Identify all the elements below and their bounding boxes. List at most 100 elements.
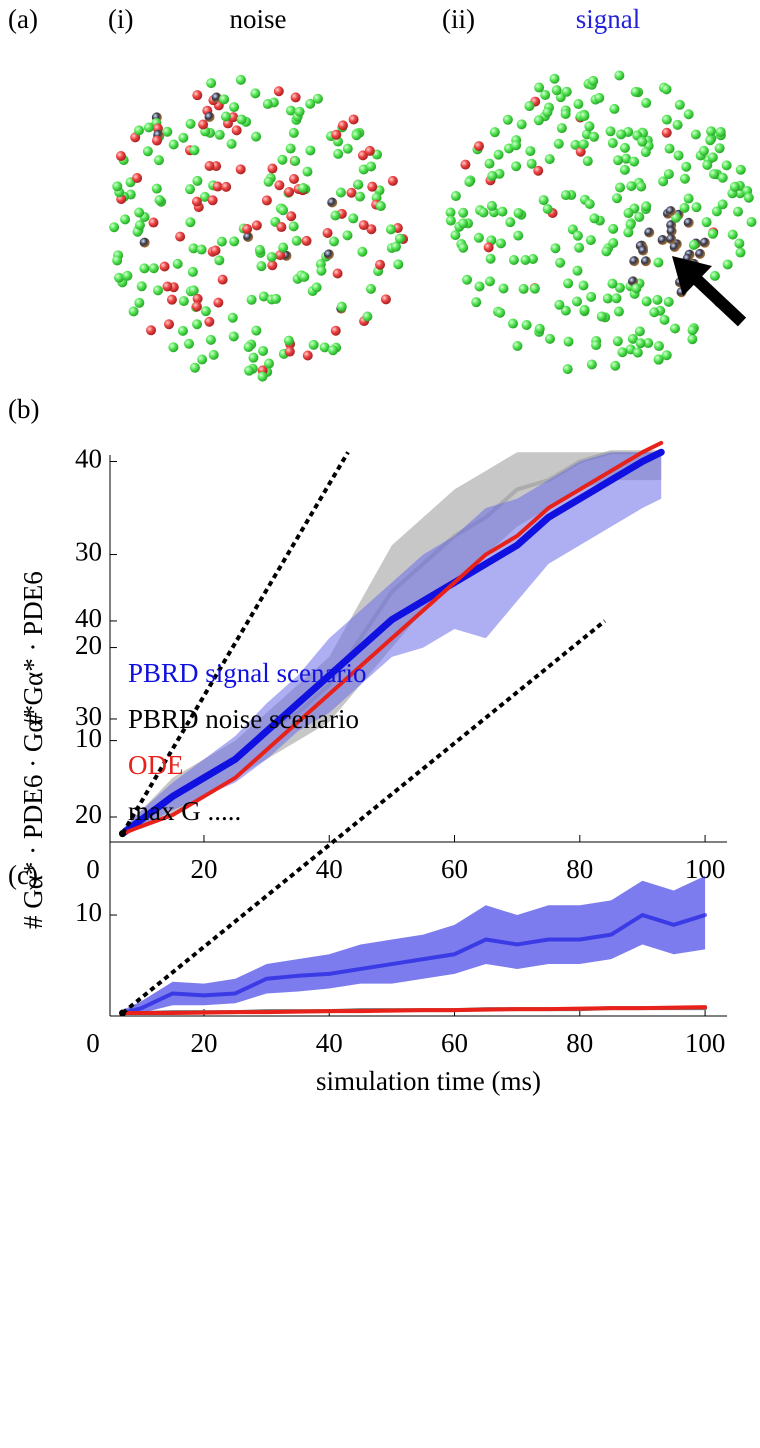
particle	[109, 222, 120, 233]
y-tick-label: 10	[75, 723, 102, 753]
particle	[152, 285, 163, 296]
particle	[663, 296, 674, 307]
particle	[242, 224, 253, 235]
particle	[709, 169, 720, 180]
particle	[332, 268, 343, 279]
particle	[348, 213, 359, 224]
particle	[627, 333, 638, 344]
particle	[148, 263, 159, 274]
particle	[274, 180, 285, 191]
particle	[561, 86, 572, 97]
particle	[735, 247, 746, 258]
particle	[263, 176, 274, 187]
particle	[236, 114, 247, 125]
particle	[661, 127, 672, 138]
particle	[366, 224, 377, 235]
particle	[346, 187, 357, 198]
particle	[616, 129, 627, 140]
particle	[464, 176, 475, 187]
particle	[134, 220, 145, 231]
particle	[524, 101, 535, 112]
particle	[204, 160, 215, 171]
particle	[609, 103, 620, 114]
particle	[626, 181, 637, 192]
particle	[333, 148, 344, 159]
particle	[168, 139, 179, 150]
chart: (c)# Gα* · PDE6 · Gα* simulation time (ms…	[8, 603, 727, 1096]
particle	[183, 338, 194, 349]
particle	[687, 325, 698, 336]
particle	[229, 102, 240, 113]
particle	[641, 201, 652, 212]
particle	[219, 94, 230, 105]
particle	[235, 164, 246, 175]
particle	[283, 335, 294, 346]
particle	[205, 334, 216, 345]
particle	[644, 227, 655, 238]
particle	[653, 354, 664, 365]
particle	[294, 106, 305, 117]
particle	[188, 285, 199, 296]
particle	[250, 88, 261, 99]
particle	[634, 326, 645, 337]
particle	[663, 169, 674, 180]
particle	[570, 139, 581, 150]
particle	[227, 312, 238, 323]
particle	[520, 254, 531, 265]
max-line	[120, 451, 350, 835]
particle	[538, 195, 549, 206]
particle	[489, 127, 500, 138]
sub-title: noise	[230, 4, 287, 34]
particle	[175, 231, 186, 242]
particle	[554, 299, 565, 310]
particle	[162, 281, 173, 292]
particle	[734, 238, 745, 249]
particle	[191, 196, 202, 207]
particle	[291, 235, 302, 246]
particle	[513, 230, 524, 241]
particle	[445, 207, 456, 218]
particle	[585, 235, 596, 246]
particle	[357, 246, 368, 257]
particle	[534, 82, 545, 93]
particle	[286, 211, 297, 222]
particle	[257, 371, 268, 382]
y-tick-label: 20	[75, 799, 102, 829]
particle	[311, 282, 322, 293]
x-tick-label: 60	[441, 854, 468, 884]
particle	[608, 223, 619, 234]
particle	[631, 283, 642, 294]
particle	[563, 278, 574, 289]
particle	[290, 155, 301, 166]
particle	[653, 257, 664, 268]
particle	[308, 339, 319, 350]
particle	[278, 242, 289, 253]
particle	[563, 336, 574, 347]
particle	[658, 176, 669, 187]
particle	[375, 201, 386, 212]
legend-entry: PBRD signal scenario	[128, 658, 366, 688]
particle	[251, 131, 262, 142]
particle	[192, 319, 203, 330]
particle	[185, 217, 196, 228]
particle	[172, 258, 183, 269]
x-tick-label: 80	[566, 854, 593, 884]
particle	[221, 181, 232, 192]
particle	[458, 207, 469, 218]
series-line	[120, 913, 708, 1016]
particle	[322, 227, 333, 238]
particle	[513, 208, 524, 219]
particle	[146, 325, 157, 336]
particle	[380, 294, 391, 305]
particle	[212, 181, 223, 192]
particle	[613, 306, 624, 317]
particle	[216, 236, 227, 247]
particle	[316, 265, 327, 276]
x-tick-label: 100	[685, 1028, 726, 1058]
particle	[208, 349, 219, 360]
particle	[533, 115, 544, 126]
particle	[164, 319, 175, 330]
particle	[485, 253, 496, 264]
y-tick-label: 20	[75, 630, 102, 660]
